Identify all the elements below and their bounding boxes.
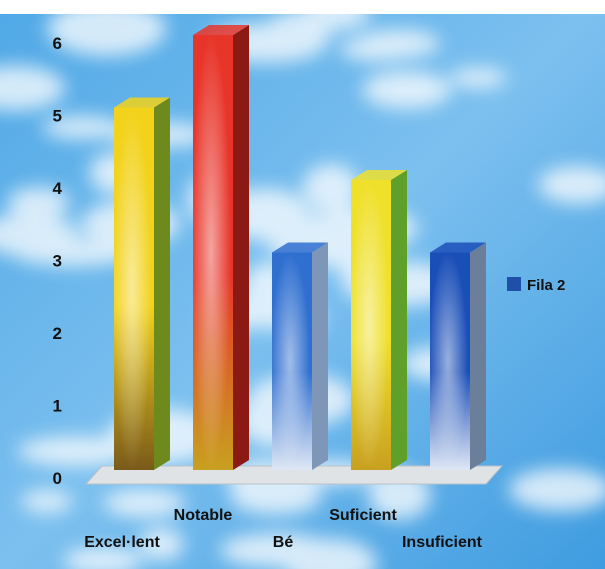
y-axis-ticks: 0 1 2 3 4 5 6	[53, 34, 63, 488]
y-tick-label: 4	[53, 179, 63, 198]
bar-2	[272, 242, 328, 470]
cloud-puff	[0, 213, 78, 257]
bars	[114, 25, 486, 470]
x-category-label: Notable	[174, 507, 233, 524]
cloud-puff	[362, 71, 451, 109]
cloud-puff	[76, 10, 128, 32]
legend-swatch	[507, 277, 521, 291]
cloud-puff	[63, 546, 143, 569]
cloud-puff	[302, 164, 360, 212]
cloud-puff	[339, 37, 416, 62]
cloud-puff	[538, 166, 605, 204]
cloud-puff	[0, 65, 66, 111]
x-category-label: Bé	[273, 534, 294, 551]
y-tick-label: 3	[53, 252, 62, 271]
bar-top	[272, 242, 328, 253]
cloud-puff	[21, 490, 72, 513]
bar-highlight	[272, 252, 312, 470]
x-category-label: Insuficient	[402, 534, 483, 551]
bar-4	[430, 242, 486, 470]
bar-top	[351, 170, 407, 180]
x-category-label: Suficient	[329, 507, 397, 524]
bar-side	[154, 97, 170, 470]
cloud-puff	[7, 187, 70, 218]
y-tick-label: 1	[53, 397, 62, 416]
floor-plane	[84, 465, 504, 485]
bar-top	[193, 25, 249, 35]
cloud-puff	[42, 115, 123, 139]
cloud-puff	[139, 527, 184, 561]
legend: Fila 2	[507, 277, 565, 294]
bar-3	[351, 170, 407, 470]
bar-0	[114, 97, 170, 470]
bar-side	[391, 170, 407, 470]
chart-floor	[84, 465, 504, 485]
x-axis-labels: Excel·lent Notable Bé Suficient Insuficient	[84, 507, 482, 551]
bar-highlight	[114, 107, 154, 470]
cloud-puff	[449, 67, 507, 88]
bar-side	[470, 242, 486, 470]
y-tick-label: 6	[53, 34, 62, 53]
bar-highlight	[430, 252, 470, 470]
bar-highlight	[351, 180, 391, 470]
y-tick-label: 0	[53, 469, 62, 488]
cloud-puff	[282, 538, 378, 569]
bar-highlight	[193, 35, 233, 470]
cloud-puff	[17, 436, 134, 467]
bar-top	[114, 97, 170, 108]
cloud-puff	[103, 488, 186, 518]
bar-1	[193, 25, 249, 470]
legend-label: Fila 2	[527, 277, 565, 294]
y-tick-label: 2	[53, 324, 62, 343]
bar-side	[312, 242, 328, 470]
cloud-puff	[230, 477, 322, 515]
y-tick-label: 5	[53, 107, 62, 126]
cloud-puff	[508, 468, 605, 512]
bar-top	[430, 242, 486, 253]
bar-side	[233, 25, 249, 470]
top-margin	[0, 0, 605, 14]
x-category-label: Excel·lent	[84, 534, 160, 551]
